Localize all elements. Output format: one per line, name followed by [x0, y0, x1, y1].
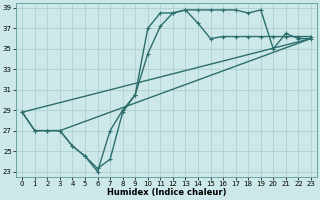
X-axis label: Humidex (Indice chaleur): Humidex (Indice chaleur)	[107, 188, 226, 197]
